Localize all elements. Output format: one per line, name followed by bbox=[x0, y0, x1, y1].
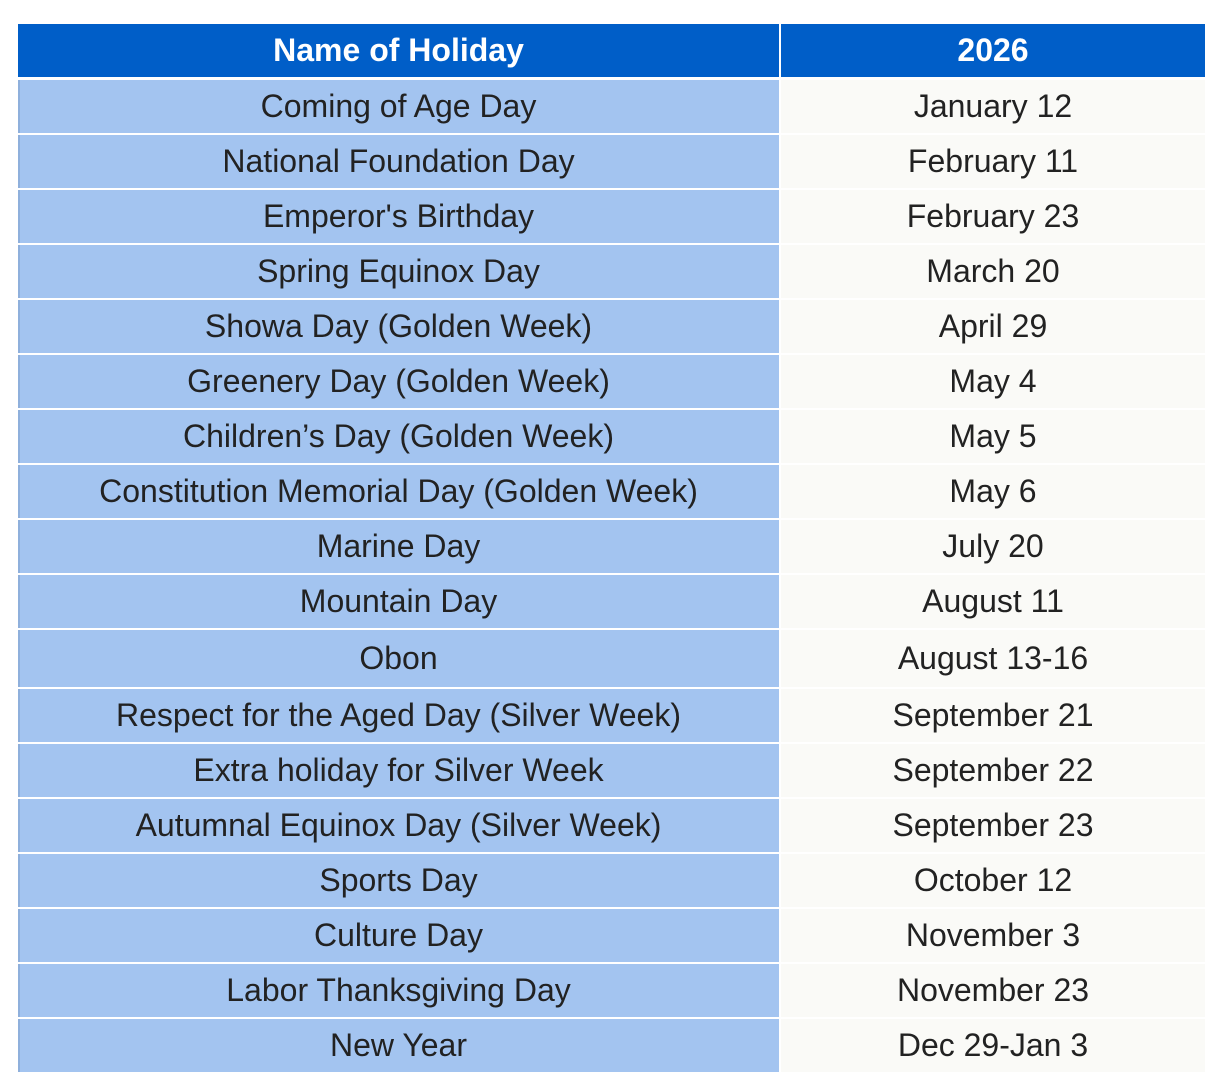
table-row: Sports Day October 12 bbox=[18, 854, 1205, 909]
holiday-name-cell: Respect for the Aged Day (Silver Week) bbox=[18, 689, 781, 744]
holiday-date-cell: January 12 bbox=[781, 80, 1205, 135]
table-row: Greenery Day (Golden Week) May 4 bbox=[18, 355, 1205, 410]
header-row: Name of Holiday 2026 bbox=[18, 24, 1205, 80]
holiday-date-cell: September 23 bbox=[781, 799, 1205, 854]
table-row: Spring Equinox Day March 20 bbox=[18, 245, 1205, 300]
holiday-name-cell: Showa Day (Golden Week) bbox=[18, 300, 781, 355]
table-row: Obon August 13-16 bbox=[18, 630, 1205, 689]
holiday-name-cell: Constitution Memorial Day (Golden Week) bbox=[18, 465, 781, 520]
holiday-date-cell: March 20 bbox=[781, 245, 1205, 300]
table-row: Showa Day (Golden Week) April 29 bbox=[18, 300, 1205, 355]
holiday-date-cell: August 13-16 bbox=[781, 630, 1205, 689]
table-row: Mountain Day August 11 bbox=[18, 575, 1205, 630]
holiday-name-cell: Autumnal Equinox Day (Silver Week) bbox=[18, 799, 781, 854]
holiday-date-cell: July 20 bbox=[781, 520, 1205, 575]
holiday-table: Name of Holiday 2026 Coming of Age Day Ja… bbox=[18, 24, 1205, 1074]
holiday-name-cell: National Foundation Day bbox=[18, 135, 781, 190]
table-row: Constitution Memorial Day (Golden Week) M… bbox=[18, 465, 1205, 520]
table-row: Coming of Age Day January 12 bbox=[18, 80, 1205, 135]
table-row: Culture Day November 3 bbox=[18, 909, 1205, 964]
holiday-date-cell: September 22 bbox=[781, 744, 1205, 799]
holiday-name-cell: Children’s Day (Golden Week) bbox=[18, 410, 781, 465]
holiday-name-cell: Emperor's Birthday bbox=[18, 190, 781, 245]
table-row: Children’s Day (Golden Week) May 5 bbox=[18, 410, 1205, 465]
table-row: Marine Day July 20 bbox=[18, 520, 1205, 575]
holiday-date-cell: September 21 bbox=[781, 689, 1205, 744]
holiday-date-cell: February 23 bbox=[781, 190, 1205, 245]
holiday-name-cell: Mountain Day bbox=[18, 575, 781, 630]
table-row: Autumnal Equinox Day (Silver Week) Septem… bbox=[18, 799, 1205, 854]
header-holiday-name: Name of Holiday bbox=[18, 24, 781, 80]
holiday-date-cell: Dec 29-Jan 3 bbox=[781, 1019, 1205, 1074]
table-row: Respect for the Aged Day (Silver Week) Se… bbox=[18, 689, 1205, 744]
holiday-date-cell: October 12 bbox=[781, 854, 1205, 909]
holiday-date-cell: November 23 bbox=[781, 964, 1205, 1019]
holiday-name-cell: Spring Equinox Day bbox=[18, 245, 781, 300]
holiday-name-cell: Greenery Day (Golden Week) bbox=[18, 355, 781, 410]
holiday-name-cell: Extra holiday for Silver Week bbox=[18, 744, 781, 799]
holiday-name-cell: Coming of Age Day bbox=[18, 80, 781, 135]
holiday-date-cell: August 11 bbox=[781, 575, 1205, 630]
holiday-name-cell: Culture Day bbox=[18, 909, 781, 964]
holiday-date-cell: February 11 bbox=[781, 135, 1205, 190]
table-row: National Foundation Day February 11 bbox=[18, 135, 1205, 190]
holiday-name-cell: Labor Thanksgiving Day bbox=[18, 964, 781, 1019]
table-row: Labor Thanksgiving Day November 23 bbox=[18, 964, 1205, 1019]
holiday-name-cell: Sports Day bbox=[18, 854, 781, 909]
holiday-date-cell: May 4 bbox=[781, 355, 1205, 410]
header-year: 2026 bbox=[781, 24, 1205, 80]
table-row: Emperor's Birthday February 23 bbox=[18, 190, 1205, 245]
holiday-name-cell: Marine Day bbox=[18, 520, 781, 575]
holiday-date-cell: November 3 bbox=[781, 909, 1205, 964]
table-body: Coming of Age Day January 12 National Foun… bbox=[18, 80, 1205, 1074]
table-row: Extra holiday for Silver Week September 2… bbox=[18, 744, 1205, 799]
holiday-date-cell: April 29 bbox=[781, 300, 1205, 355]
holiday-name-cell: New Year bbox=[18, 1019, 781, 1074]
holiday-name-cell: Obon bbox=[18, 630, 781, 689]
holiday-date-cell: May 5 bbox=[781, 410, 1205, 465]
table-row: New Year Dec 29-Jan 3 bbox=[18, 1019, 1205, 1074]
holiday-date-cell: May 6 bbox=[781, 465, 1205, 520]
